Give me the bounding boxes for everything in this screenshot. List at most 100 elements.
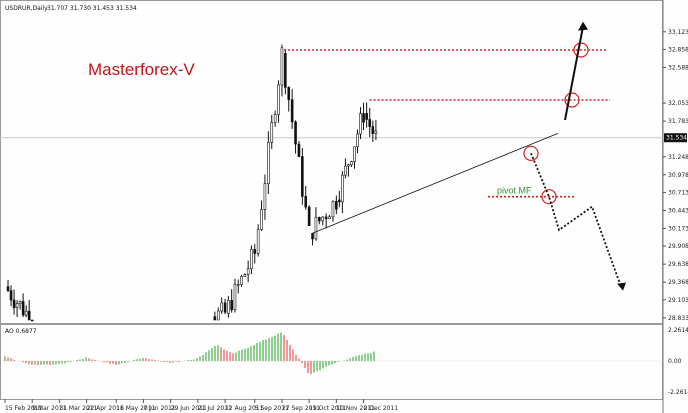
price-tag: 31.534: [664, 133, 687, 143]
candle-body: [368, 119, 372, 127]
candle-body: [250, 249, 253, 270]
candle-body: [246, 268, 250, 275]
y-tick-label: 29.908: [668, 243, 688, 250]
candle-body: [338, 199, 341, 203]
trend-line: [311, 132, 559, 234]
x-tick-label: 19 Oct 2011: [309, 405, 346, 412]
y-tick-label: 33.123: [668, 29, 688, 36]
bearish-arrow-head: [617, 282, 626, 291]
candle-body: [27, 310, 31, 321]
candle-body: [273, 114, 277, 123]
x-tick-label: 16 May 2011: [116, 405, 155, 412]
x-tick-label: 21 Jul 2011: [198, 405, 232, 412]
ohlc-readout: 31.707 31.730 31.453 31.534: [47, 5, 137, 12]
x-tick-label: 12 Aug 2011: [225, 405, 264, 412]
candle-body: [21, 301, 25, 316]
candle-body: [307, 206, 311, 226]
candle-body: [290, 99, 294, 123]
y-tick-label: 30.978: [668, 172, 688, 179]
target-circle: [564, 92, 580, 108]
candle-body: [30, 319, 34, 322]
candle-body: [277, 84, 280, 115]
bullish-arrow-head: [578, 21, 588, 31]
candle-body: [297, 143, 301, 157]
bullish-arrow-shaft: [564, 26, 584, 121]
ao-tick-label: 0.00: [668, 358, 682, 365]
candle-body: [311, 233, 314, 240]
candle-body: [233, 284, 237, 311]
bearish-path: [530, 152, 622, 287]
candle-body: [240, 276, 243, 285]
x-tick-label: 2 Dec 2011: [364, 405, 399, 412]
symbol-label: USDRUR,Daily: [5, 5, 48, 12]
candle-body: [324, 216, 328, 220]
ao-tick-label: 2.2614: [668, 327, 688, 334]
x-tick-label: 7 Jun 2011: [143, 405, 175, 412]
candle-body: [294, 121, 297, 145]
candle-body: [331, 200, 335, 218]
x-tick-label: 15 Feb 2011: [5, 405, 43, 412]
candle-body: [362, 113, 365, 123]
target-circle: [541, 189, 557, 205]
pivot-label: pivot MF: [497, 186, 532, 196]
candle-body: [227, 300, 230, 314]
candle-body: [223, 302, 227, 313]
watermark-brand: Masterforex-V: [88, 60, 195, 79]
candle-body: [213, 316, 217, 321]
candle-body: [270, 122, 274, 143]
candle-body: [12, 299, 16, 308]
candle-body: [230, 300, 233, 311]
y-tick-label: 29.368: [668, 279, 688, 286]
candle-body: [267, 142, 270, 184]
candle-body: [318, 216, 321, 222]
candle-body: [350, 161, 353, 166]
candle-body: [256, 229, 260, 254]
candle-body: [353, 146, 356, 162]
target-circle: [573, 42, 589, 58]
y-tick-label: 30.173: [668, 225, 688, 232]
candle-body: [321, 216, 325, 222]
annotations-layer: [311, 21, 626, 291]
x-tick-label: 9 Mar 2011: [32, 405, 66, 412]
candle-body: [220, 302, 223, 312]
y-tick-label: 30.443: [668, 207, 688, 214]
y-tick-label: 31.783: [668, 118, 688, 125]
candles-layer: [6, 44, 378, 322]
candle-body: [253, 249, 257, 254]
candle-body: [301, 156, 304, 197]
candle-body: [328, 216, 331, 220]
x-tick-label: 31 Mar 2011: [59, 405, 97, 412]
candle-body: [263, 183, 267, 210]
y-tick-label: 32.588: [668, 64, 688, 71]
candle-body: [344, 165, 347, 176]
y-tick-label: 32.858: [668, 46, 688, 53]
y-tick-label: 31.248: [668, 154, 688, 161]
candle-body: [9, 290, 13, 301]
candle-body: [314, 216, 318, 240]
x-tick-label: 10 Nov 2011: [336, 405, 375, 412]
x-tick-label: 27 Sep 2011: [282, 405, 320, 412]
y-axis-ticks: 33.123 32.858 32.588 32.053 31.783 31.248 30.9…: [663, 29, 688, 322]
candle-body: [6, 286, 10, 291]
candle-body: [243, 274, 247, 277]
x-tick-label: 22 Apr 2011: [87, 405, 124, 412]
price-tag-text: 31.534: [666, 135, 687, 142]
x-tick-label: 5 Sep 2011: [255, 405, 289, 412]
candle-body: [371, 126, 375, 134]
price-pane-frame: [0, 0, 663, 324]
y-tick-label: 28.833: [668, 315, 688, 322]
candle-body: [18, 301, 22, 304]
candle-body: [359, 113, 362, 135]
candle-body: [260, 209, 263, 230]
candle-body: [341, 174, 344, 203]
y-tick-label: 29.103: [668, 297, 688, 304]
x-tick-label: 29 Jun 2011: [171, 405, 207, 412]
candle-body: [287, 87, 291, 101]
candle-body: [365, 113, 368, 120]
ao-tick-label: -2.2614: [668, 389, 688, 396]
candle-body: [15, 303, 19, 308]
candle-body: [347, 164, 350, 167]
